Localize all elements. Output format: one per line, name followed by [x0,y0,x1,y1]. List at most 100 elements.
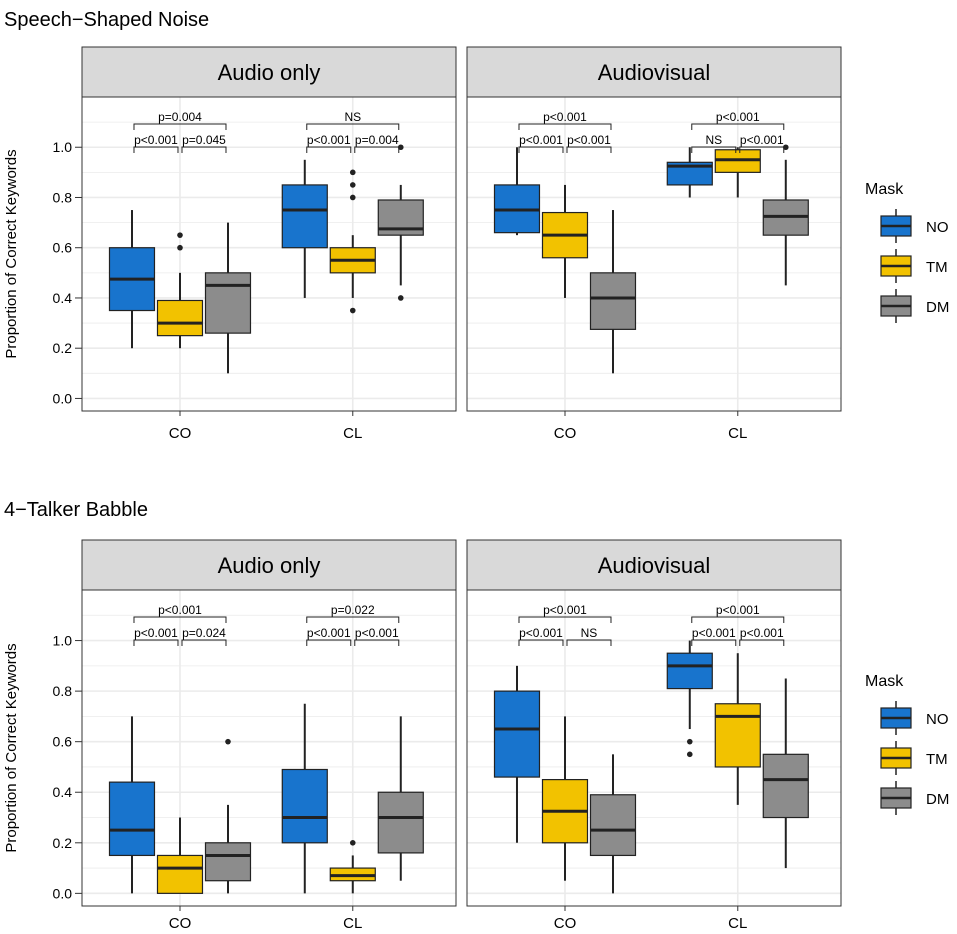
bracket-line [739,146,785,153]
panel-border [81,589,457,907]
box-co-tm [541,184,589,298]
box-cl-no [281,159,328,298]
box-iqr [666,161,713,186]
p-value-label: p<0.001 [307,133,351,147]
box-co-no [493,147,541,236]
bracket-line [518,123,612,130]
box-iqr [377,791,424,854]
y-axis-label: Proportion of Correct Keywords [3,149,20,358]
significance-bracket: p<0.001 [133,603,227,623]
bracket-line [181,146,227,153]
box-iqr [493,690,541,778]
significance-bracket: p<0.001 [518,626,564,646]
box-co-dm [589,754,637,894]
box-co-tm [156,817,204,894]
x-tick-label: CO [169,425,192,442]
bracket-line [133,616,227,623]
outlier-point [225,738,231,745]
significance-bracket: p<0.001 [691,110,785,130]
y-tick-label: 0.4 [53,784,73,800]
box-cl-dm [377,144,424,301]
legend: Mask NO TM DM [865,673,949,815]
p-value-label: p<0.001 [307,626,351,640]
p-value-label: p<0.001 [692,626,736,640]
box-cl-dm [377,716,424,881]
y-tick-label: 0.0 [53,885,73,901]
facet-strip-label: Audio only [218,60,321,85]
legend-title: Mask [865,673,904,690]
outlier-point [349,840,356,846]
box-cl-tm [329,840,376,894]
bracket-line [518,616,612,623]
y-tick-label: 0.6 [53,734,73,750]
p-value-label: p=0.024 [182,626,226,640]
bracket-line [518,146,564,153]
box-cl-no [666,147,713,198]
bracket-line [691,123,785,130]
y-tick-label: 0.2 [53,340,73,356]
bracket-line [133,146,179,153]
box-co-no [108,210,156,349]
box-co-no [493,665,541,843]
bracket-line [354,639,400,646]
significance-bracket: p<0.001 [518,110,612,130]
outlier-point [349,182,356,188]
facet-panel-audio-only: Audio only CO CL p<0.001 p=0.024 p<0.001 p<0.0… [81,539,457,932]
p-value-label: p<0.001 [134,133,178,147]
legend-item-no: NO [880,209,949,243]
bracket-line [566,639,612,646]
legend-item-dm: DM [880,289,949,323]
p-value-label: NS [344,110,361,124]
box-co-dm [589,210,637,374]
x-tick-label: CL [728,915,747,932]
bracket-line [691,639,737,646]
p-value-label: p<0.001 [519,133,563,147]
bracket-line [133,639,179,646]
y-axis-label: Proportion of Correct Keywords [3,643,20,852]
significance-bracket: p<0.001 [691,626,737,646]
chart-title: Speech−Shaped Noise [4,9,209,31]
p-value-label: p<0.001 [740,626,784,640]
box-cl-dm [762,144,809,286]
significance-bracket: p=0.024 [181,626,227,646]
box-cl-tm [714,147,761,198]
box-co-no [108,716,156,894]
y-tick-label: 0.4 [53,290,73,306]
box-iqr [204,842,252,882]
legend-label: TM [926,751,948,768]
outlier-point [349,194,356,201]
bracket-line [354,146,400,153]
facet-strip [466,46,842,98]
legend: Mask NO TM DM [865,181,949,323]
outlier-point [686,751,693,758]
significance-bracket: p<0.001 [739,626,785,646]
bracket-line [306,639,352,646]
significance-bracket: p<0.001 [354,626,400,646]
y-tick-label: 0.8 [53,683,73,699]
box-iqr [589,272,637,330]
significance-bracket: NS [566,626,612,646]
significance-bracket: p<0.001 [133,626,179,646]
p-value-label: p<0.001 [158,603,202,617]
legend-label: DM [926,299,949,316]
y-tick-label: 1.0 [53,633,73,649]
legend-item-tm: TM [880,741,948,775]
facet-panel-audio-only: Audio only CO CL p<0.001 p=0.045 p=0.004 p<0.0… [81,46,457,442]
p-value-label: p=0.022 [331,603,375,617]
p-value-label: p=0.004 [355,133,399,147]
y-tick-label: 0.2 [53,835,73,851]
legend-label: TM [926,259,948,276]
box-iqr [666,652,713,690]
box-iqr [156,854,204,894]
p-value-label: NS [705,133,722,147]
box-iqr [204,272,252,334]
bracket-line [306,616,400,623]
y-tick-label: 0.6 [53,240,73,256]
box-iqr [589,794,637,857]
box-iqr [281,184,328,249]
significance-bracket: p=0.004 [354,133,400,153]
box-cl-tm [714,653,761,805]
legend-title: Mask [865,181,904,198]
box-cl-no [666,640,713,758]
